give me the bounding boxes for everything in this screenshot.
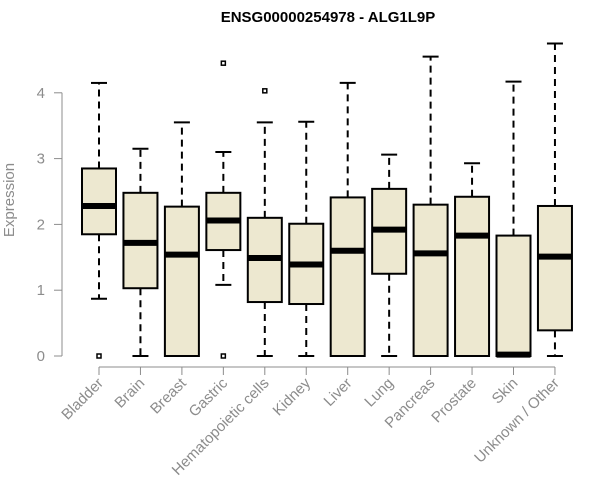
- y-axis-label: Expression: [1, 163, 18, 237]
- y-tick-label: 1: [37, 282, 45, 299]
- y-tick-label: 3: [37, 151, 45, 168]
- x-tick-label: Bladder: [58, 375, 107, 424]
- box-bladder: [81, 81, 117, 359]
- box-skin: [495, 80, 532, 358]
- y-tick-label: 2: [37, 216, 45, 233]
- x-tick-label: Liver: [321, 375, 356, 410]
- box-iqr: [81, 167, 117, 236]
- box-iqr: [329, 196, 366, 357]
- box-liver: [329, 81, 366, 357]
- y-tick-label: 4: [37, 85, 45, 102]
- outlier-point: [220, 60, 227, 66]
- x-tick-label: Skin: [489, 375, 522, 408]
- x-tick-label: Brain: [111, 375, 148, 412]
- box-gastric: [205, 60, 242, 359]
- x-tick-label: Prostate: [428, 375, 480, 427]
- box-lung: [371, 153, 408, 357]
- box-iqr: [495, 234, 532, 357]
- outlier-point: [220, 353, 227, 359]
- box-iqr: [412, 203, 449, 357]
- box-unknown-other: [536, 42, 573, 357]
- box-hematopoietic-cells: [246, 88, 283, 357]
- box-pancreas: [412, 55, 449, 357]
- outlier-point: [96, 353, 102, 359]
- y-tick-label: 0: [37, 348, 45, 365]
- box-kidney: [288, 120, 325, 357]
- box-breast: [163, 121, 200, 357]
- box-iqr: [454, 195, 491, 357]
- outlier-point: [262, 88, 268, 94]
- box-iqr: [536, 204, 573, 332]
- x-tick-label: Lung: [361, 375, 397, 411]
- boxes: [81, 42, 573, 359]
- box-brain: [122, 147, 159, 357]
- y-axis: 0 1 2 3 4: [37, 85, 63, 365]
- x-tick-label: Breast: [147, 374, 190, 417]
- box-iqr: [163, 205, 200, 357]
- x-tick-label: Kidney: [270, 374, 315, 419]
- chart-title: ENSG00000254978 - ALG1L9P: [221, 9, 436, 26]
- box-prostate: [454, 162, 491, 357]
